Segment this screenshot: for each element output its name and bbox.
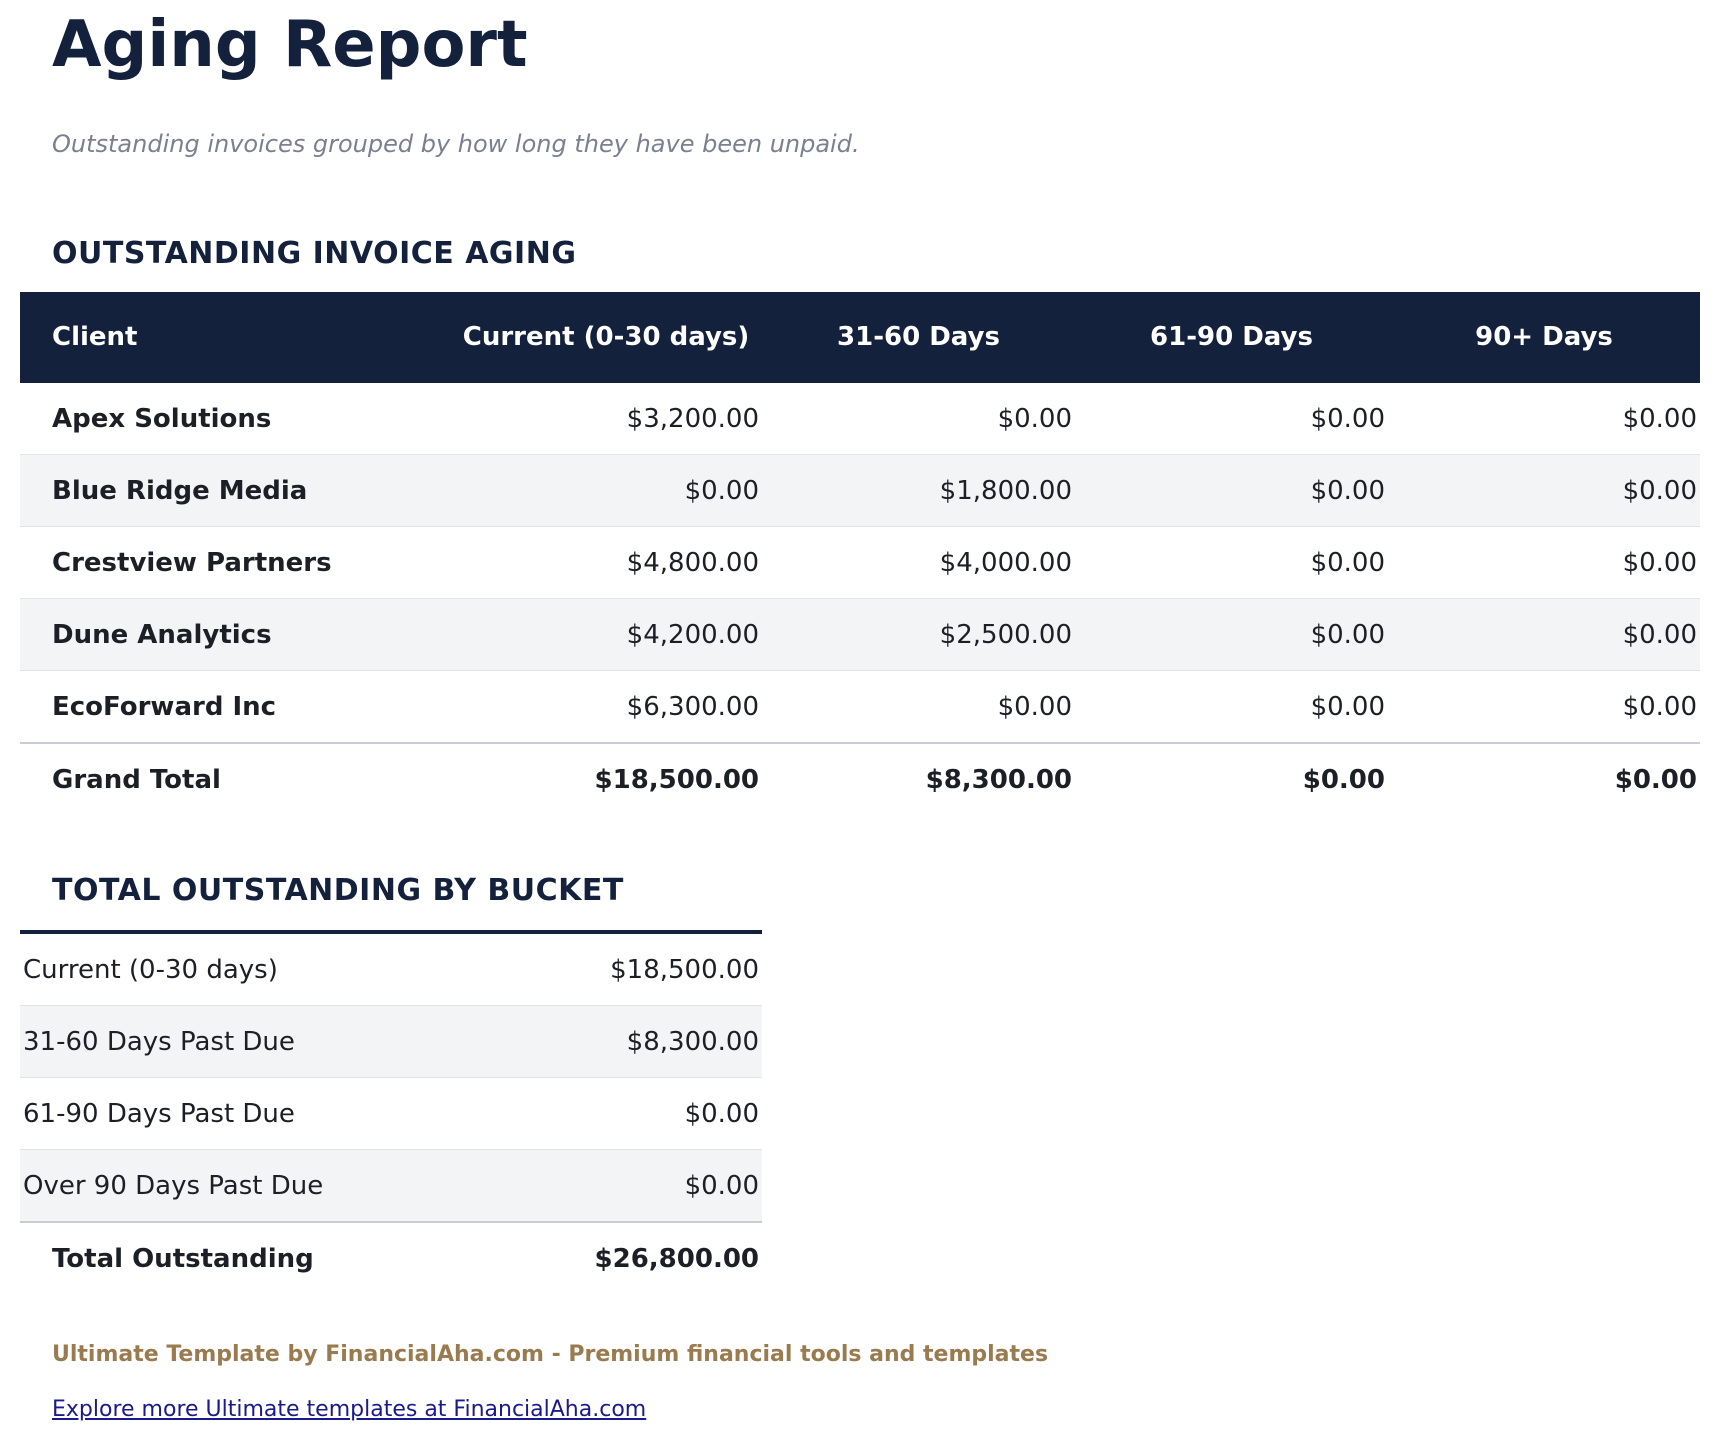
amount-cell: $4,800.00 [450,526,762,599]
amount-cell: $0.00 [1075,670,1388,744]
row-label: Grand Total [20,742,450,815]
amount-cell: $0.00 [1075,454,1388,527]
table-row: Blue Ridge Media $0.00 $1,800.00 $0.00 $0.00 [20,454,1700,527]
amount-cell: $0.00 [1388,383,1700,455]
column-header: 61-90 Days [1075,292,1388,383]
summary-table: Current (0-30 days) $18,500.00 31-60 Days … [20,930,762,1294]
row-label: Apex Solutions [20,383,450,455]
amount-cell: $0.00 [450,454,762,527]
footer-link[interactable]: Explore more Ultimate templates at Finan… [52,1397,647,1422]
footer-credit: Ultimate Template by FinancialAha.com - … [52,1342,1049,1367]
amount-cell: $0.00 [1388,598,1700,671]
amount-cell: $1,800.00 [762,454,1075,527]
column-header: Current (0-30 days) [450,292,762,383]
amount-cell: $4,200.00 [450,598,762,671]
column-header: 90+ Days [1388,292,1700,383]
table-row: EcoForward Inc $6,300.00 $0.00 $0.00 $0.00 [20,670,1700,744]
amount-cell: $3,200.00 [450,383,762,455]
amount-cell: $2,500.00 [762,598,1075,671]
amount-cell: $0.00 [762,383,1075,455]
section-title: OUTSTANDING INVOICE AGING [52,236,577,271]
row-label: Current (0-30 days) [20,932,450,1006]
row-label: Blue Ridge Media [20,454,450,527]
table-row: Current (0-30 days) $18,500.00 [20,932,762,1006]
aging-table: Client Current (0-30 days) 31-60 Days 61-90… [20,292,1700,815]
table-row: Grand Total $18,500.00 $8,300.00 $0.00 $0.00 [20,742,1700,815]
amount-cell: $6,300.00 [450,670,762,744]
row-label: Dune Analytics [20,598,450,671]
row-label: Crestview Partners [20,526,450,599]
amount-cell: $0.00 [1388,526,1700,599]
amount-cell: $18,500.00 [450,932,762,1006]
amount-cell: $0.00 [1075,598,1388,671]
amount-cell: $18,500.00 [450,742,762,815]
row-label: Total Outstanding [20,1221,450,1294]
amount-cell: $0.00 [1075,742,1388,815]
row-label: EcoForward Inc [20,670,450,744]
table-row: Apex Solutions $3,200.00 $0.00 $0.00 $0.00 [20,383,1700,455]
table-row: Over 90 Days Past Due $0.00 [20,1149,762,1223]
amount-cell: $0.00 [1388,742,1700,815]
table-row: Total Outstanding $26,800.00 [20,1221,762,1294]
table-row: 61-90 Days Past Due $0.00 [20,1077,762,1150]
page-title: Aging Report [52,8,528,82]
row-label: 31-60 Days Past Due [20,1005,450,1078]
subtitle: Outstanding invoices grouped by how long… [52,130,860,158]
amount-cell: $0.00 [1388,670,1700,744]
table-row: 31-60 Days Past Due $8,300.00 [20,1005,762,1078]
row-label: 61-90 Days Past Due [20,1077,450,1150]
amount-cell: $0.00 [1388,454,1700,527]
amount-cell: $8,300.00 [450,1005,762,1078]
row-label: Over 90 Days Past Due [20,1149,450,1223]
amount-cell: $8,300.00 [762,742,1075,815]
amount-cell: $0.00 [450,1077,762,1150]
amount-cell: $0.00 [762,670,1075,744]
table-row: Crestview Partners $4,800.00 $4,000.00 $0.0… [20,526,1700,599]
amount-cell: $26,800.00 [450,1221,762,1294]
amount-cell: $4,000.00 [762,526,1075,599]
table-row: Dune Analytics $4,200.00 $2,500.00 $0.00 $0.… [20,598,1700,671]
amount-cell: $0.00 [1075,526,1388,599]
amount-cell: $0.00 [450,1149,762,1223]
header-row: Client Current (0-30 days) 31-60 Days 61-90… [20,292,1700,383]
amount-cell: $0.00 [1075,383,1388,455]
column-header: Client [20,292,450,383]
column-header: 31-60 Days [762,292,1075,383]
section-title: TOTAL OUTSTANDING BY BUCKET [52,873,624,908]
